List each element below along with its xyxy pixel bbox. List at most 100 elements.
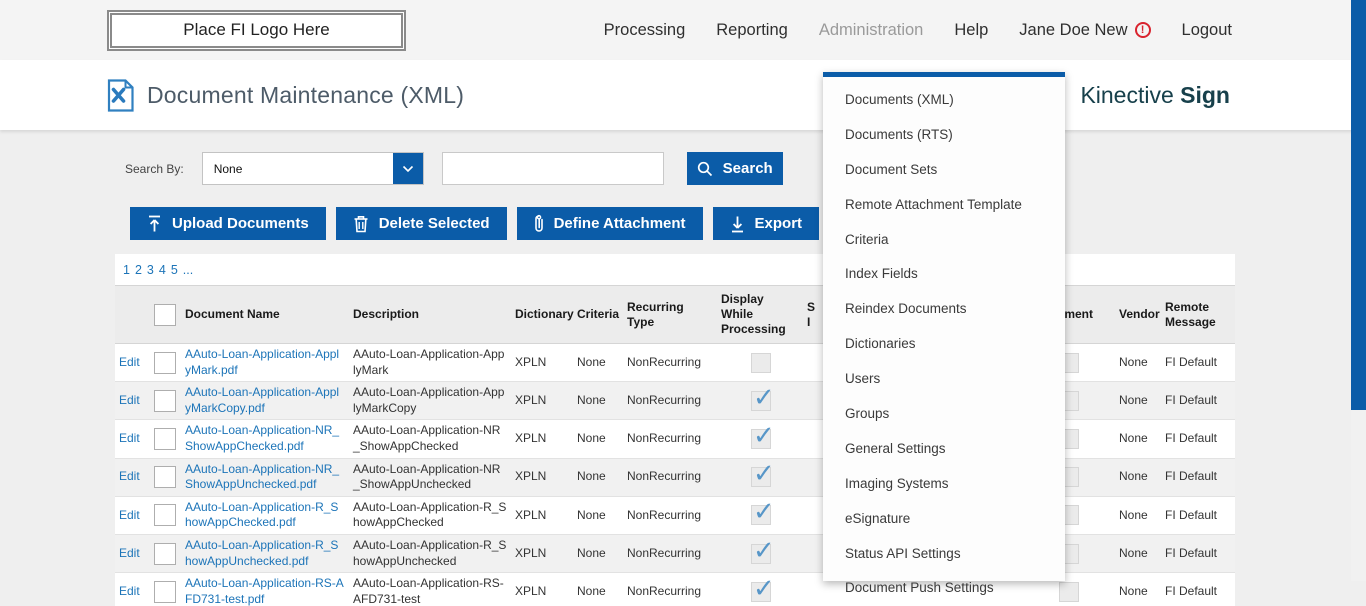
table-header-row: Document Name Description Dictionary Cri… (115, 285, 1235, 344)
description-cell: AAuto-Loan-Application-NR_ShowAppUncheck… (349, 458, 511, 497)
criteria-cell: None (573, 343, 623, 383)
upload-documents-button[interactable]: Upload Documents (130, 207, 326, 240)
menu-item-imaging-systems[interactable]: Imaging Systems (845, 475, 949, 491)
remote-message-cell: FI Default (1161, 572, 1235, 606)
menu-item-general-settings[interactable]: General Settings (845, 440, 946, 456)
display-while-processing-cell: ✓ (717, 458, 803, 497)
menu-item-documents-xml-[interactable]: Documents (XML) (845, 92, 954, 107)
pagination-page-4[interactable]: 4 (158, 263, 166, 277)
document-name-link[interactable]: AAuto-Loan-Application-ApplyMarkCopy.pdf (185, 385, 340, 415)
dictionary-cell: XPLN (511, 534, 573, 574)
user-name: Jane Doe New (1019, 20, 1128, 39)
document-name-cell: AAuto-Loan-Application-NR_ShowAppChecked… (181, 419, 349, 459)
checked-checkbox: ✓ (751, 535, 775, 565)
pagination-page-2[interactable]: 2 (134, 263, 142, 277)
row-checkbox[interactable] (154, 427, 176, 450)
nav-user[interactable]: Jane Doe New ! (1019, 20, 1151, 40)
row-checkbox[interactable] (154, 580, 176, 603)
checked-checkbox: ✓ (751, 420, 775, 450)
row-checkbox[interactable] (154, 466, 176, 489)
document-name-cell: AAuto-Loan-Application-ApplyMarkCopy.pdf (181, 381, 349, 421)
nav-reporting[interactable]: Reporting (716, 20, 788, 39)
document-name-cell: AAuto-Loan-Application-ApplyMark.pdf (181, 343, 349, 383)
criteria-cell: None (573, 496, 623, 535)
document-name-link[interactable]: AAuto-Loan-Application-R_ShowAppUnchecke… (185, 537, 339, 568)
edit-link[interactable]: Edit (119, 392, 140, 407)
menu-item-document-push-settings[interactable]: Document Push Settings (845, 580, 994, 596)
brand-name: Kinective (1080, 81, 1174, 108)
search-input[interactable] (441, 152, 664, 185)
select-cell (149, 496, 181, 535)
edit-link[interactable]: Edit (119, 545, 140, 560)
recurring-type-cell: NonRecurring (623, 419, 717, 459)
remote-message-cell: FI Default (1161, 343, 1235, 383)
pagination-page-...[interactable]: ... (182, 263, 194, 277)
search-by-label: Search By: (125, 161, 184, 176)
export-button[interactable]: Export (712, 207, 820, 240)
description-cell: AAuto-Loan-Application-NR_ShowAppChecked (349, 419, 511, 459)
row-checkbox[interactable] (154, 504, 176, 527)
select-cell (149, 572, 181, 606)
menu-item-status-api-settings[interactable]: Status API Settings (845, 545, 961, 561)
edit-link[interactable]: Edit (119, 507, 140, 522)
title-bar: Document Maintenance (XML) Kinective Sig… (0, 60, 1366, 130)
remote-message-cell: FI Default (1161, 496, 1235, 535)
header-vendor: Vendor (1115, 285, 1161, 344)
checkmark-icon: ✓ (753, 419, 775, 450)
delete-selected-button[interactable]: Delete Selected (335, 207, 507, 240)
nav-administration[interactable]: Administration (818, 20, 924, 39)
main-nav: Processing Reporting Administration Help… (604, 21, 1232, 40)
row-checkbox[interactable] (154, 351, 176, 374)
checkmark-icon: ✓ (753, 572, 775, 603)
display-while-processing-cell: ✓ (717, 419, 803, 459)
search-button[interactable]: Search (686, 152, 783, 185)
select-cell (149, 381, 181, 421)
nav-processing[interactable]: Processing (603, 20, 686, 39)
vertical-scrollbar[interactable] (1351, 0, 1366, 581)
scrollbar-thumb[interactable] (1351, 0, 1366, 410)
menu-item-esignature[interactable]: eSignature (845, 510, 911, 526)
row-checkbox[interactable] (154, 389, 176, 412)
pagination-page-1[interactable]: 1 (123, 263, 130, 277)
checked-checkbox: ✓ (751, 573, 775, 603)
document-name-link[interactable]: AAuto-Loan-Application-R_ShowAppChecked.… (185, 499, 339, 530)
nav-help[interactable]: Help (954, 20, 989, 39)
dictionary-cell: XPLN (511, 419, 573, 459)
search-by-select[interactable]: None (201, 152, 424, 185)
edit-cell: Edit (115, 572, 149, 606)
edit-link[interactable]: Edit (119, 431, 140, 446)
chevron-down-icon[interactable] (392, 153, 423, 184)
define-attachment-button[interactable]: Define Attachment (516, 207, 703, 240)
menu-item-criteria[interactable]: Criteria (845, 231, 889, 247)
dictionary-cell: XPLN (511, 458, 573, 497)
toolbar: Upload Documents Delete Selected Define … (0, 185, 1366, 240)
menu-item-document-sets[interactable]: Document Sets (845, 161, 938, 177)
menu-item-documents-rts-[interactable]: Documents (RTS) (845, 126, 953, 142)
menu-item-dictionaries[interactable]: Dictionaries (845, 336, 916, 352)
select-all-checkbox[interactable] (154, 303, 176, 326)
menu-item-index-fields[interactable]: Index Fields (845, 266, 918, 282)
header-remote-message: Remote Message (1161, 285, 1235, 344)
edit-link[interactable]: Edit (119, 354, 140, 369)
edit-link[interactable]: Edit (119, 583, 140, 598)
table-row: Edit AAuto-Loan-Application-R_ShowAppUnch… (115, 534, 1235, 574)
menu-item-reindex-documents[interactable]: Reindex Documents (845, 301, 967, 317)
menu-item-remote-attachment-template[interactable]: Remote Attachment Template (845, 196, 1022, 212)
edit-cell: Edit (115, 381, 149, 421)
table-row: Edit AAuto-Loan-Application-ApplyMarkCopy… (115, 381, 1235, 421)
row-checkbox[interactable] (154, 542, 176, 565)
document-name-link[interactable]: AAuto-Loan-Application-ApplyMark.pdf (185, 347, 340, 377)
table-row: Edit AAuto-Loan-Application-R_ShowAppChec… (115, 496, 1235, 535)
document-name-link[interactable]: AAuto-Loan-Application-NR_ShowAppChecked… (185, 423, 340, 453)
menu-item-groups[interactable]: Groups (845, 406, 890, 422)
edit-link[interactable]: Edit (119, 469, 140, 484)
remote-message-cell: FI Default (1161, 381, 1235, 421)
menu-item-users[interactable]: Users (845, 371, 881, 387)
header-dictionary: Dictionary (511, 285, 574, 344)
checked-checkbox: ✓ (751, 496, 775, 526)
nav-logout[interactable]: Logout (1181, 20, 1232, 39)
pagination-page-3[interactable]: 3 (146, 263, 154, 277)
pagination-page-5[interactable]: 5 (170, 263, 178, 277)
display-while-processing-cell: ✓ (717, 496, 803, 535)
document-name-link[interactable]: AAuto-Loan-Application-NR_ShowAppUncheck… (185, 461, 340, 492)
